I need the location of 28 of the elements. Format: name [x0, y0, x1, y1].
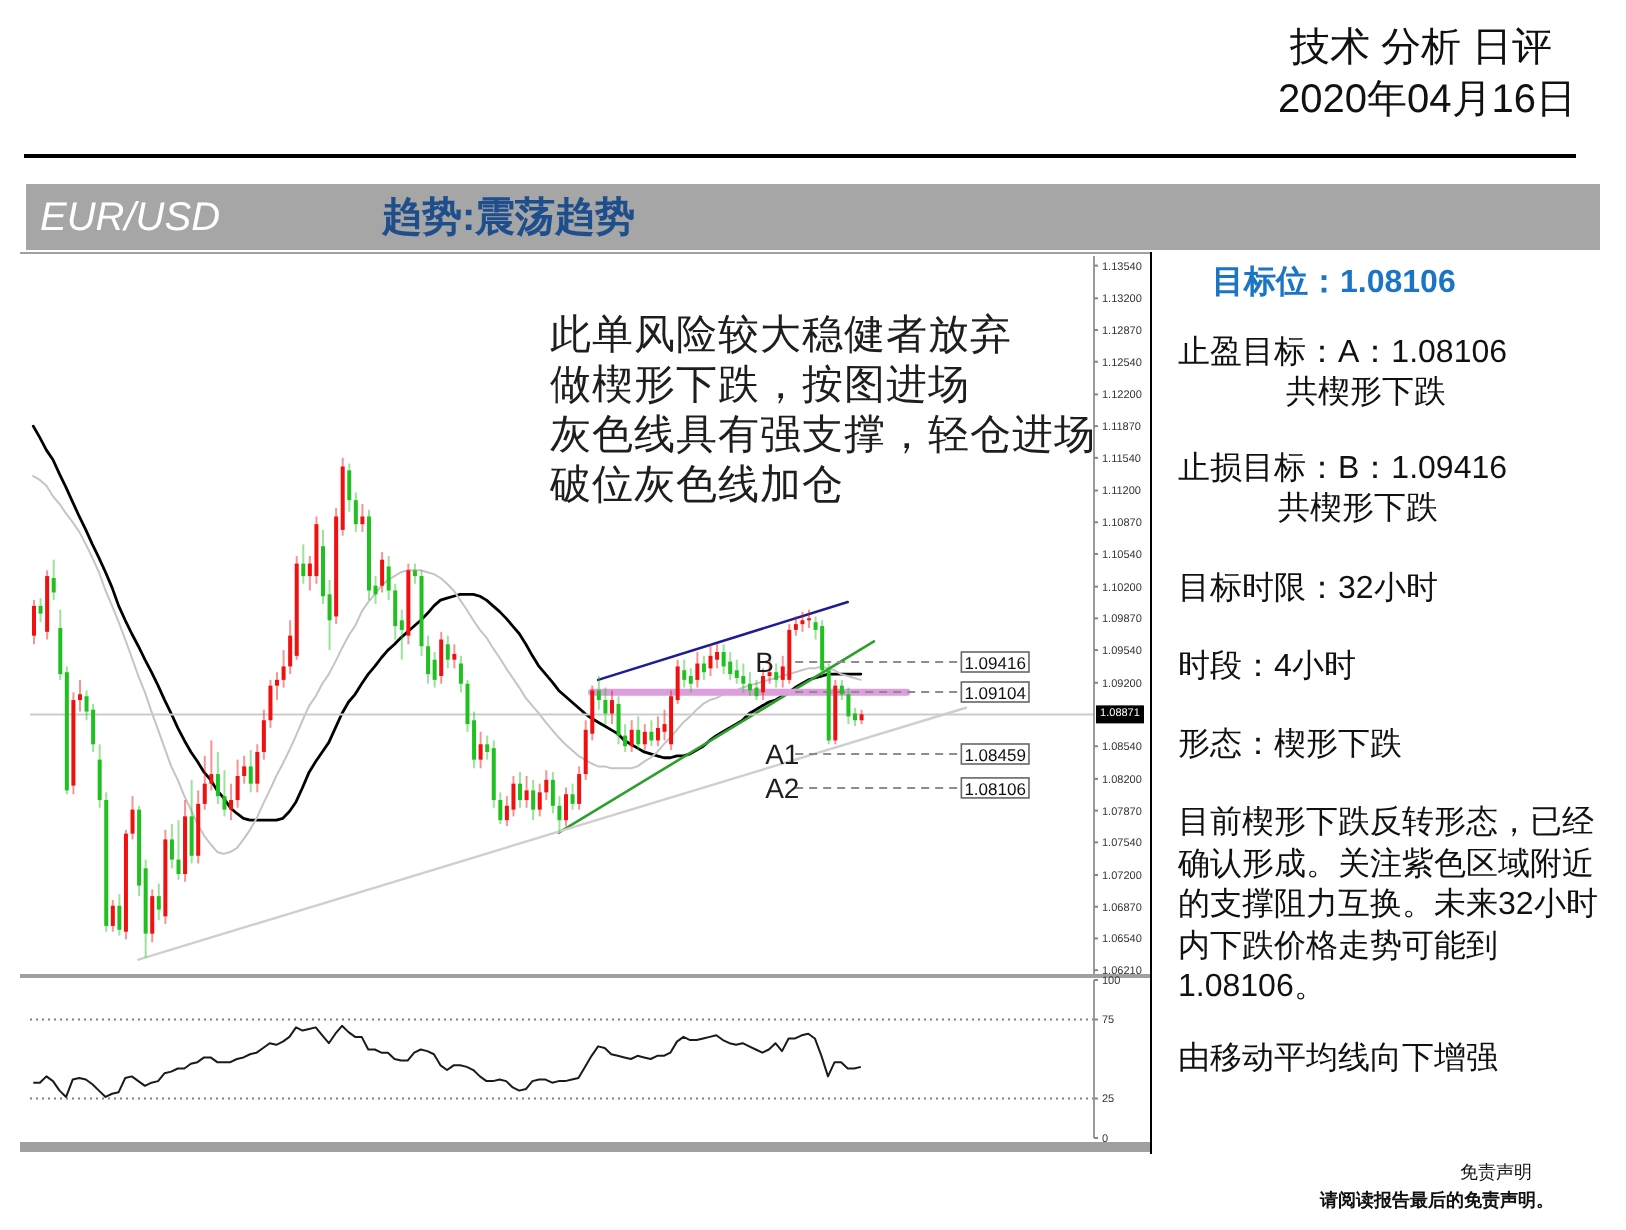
ref-line-label: 1.09104: [964, 682, 1027, 703]
text: 共楔形下跌: [1286, 374, 1448, 414]
text: 技术 分析 日评: [1289, 24, 1552, 72]
annotation: A1: [765, 735, 800, 772]
text: 2020年04月16日: [1278, 76, 1576, 124]
text: 止损目标：B：1.09416: [1178, 450, 1510, 490]
text: 目标时限：32小时: [1178, 570, 1440, 610]
text: 止盈目标：A：1.08106: [1178, 334, 1510, 374]
text: 请阅读报告最后的免责声明。: [1320, 1190, 1554, 1212]
annotation: 做楔形下跌，按图进场: [550, 360, 972, 410]
annotation: B: [755, 644, 774, 680]
text: 免责声明: [1460, 1162, 1532, 1184]
annotation: 破位灰色线加仓: [550, 460, 846, 510]
text: 目标位：1.08106: [1212, 264, 1456, 304]
text: 时段：4小时: [1178, 648, 1358, 688]
text: 由移动平均线向下增强: [1178, 1040, 1500, 1080]
chart-title: EUR/USD: [40, 194, 221, 244]
ref-line-label: 1.08459: [964, 744, 1027, 765]
annotation: 灰色线具有强支撑，轻仓进场: [550, 410, 1096, 460]
annotation: 此单风险较大稳健者放弃: [550, 310, 1014, 360]
annotation: A2: [765, 770, 800, 806]
text: 共楔形下跌: [1278, 490, 1440, 530]
text: 目前楔形下跌反转形态，已经确认形成。关注紫色区域附近的支撑阻力互换。未来32小时内下跌价格走势可能到1.08106。: [1178, 804, 1600, 1008]
chart-subtitle: 趋势:震荡趋势: [382, 194, 636, 244]
ref-line-label: 1.09416: [964, 653, 1027, 673]
text: 形态：楔形下跌: [1178, 726, 1404, 766]
line-series: [32, 1024, 862, 1098]
ref-line-label: 1.08106: [964, 778, 1027, 799]
